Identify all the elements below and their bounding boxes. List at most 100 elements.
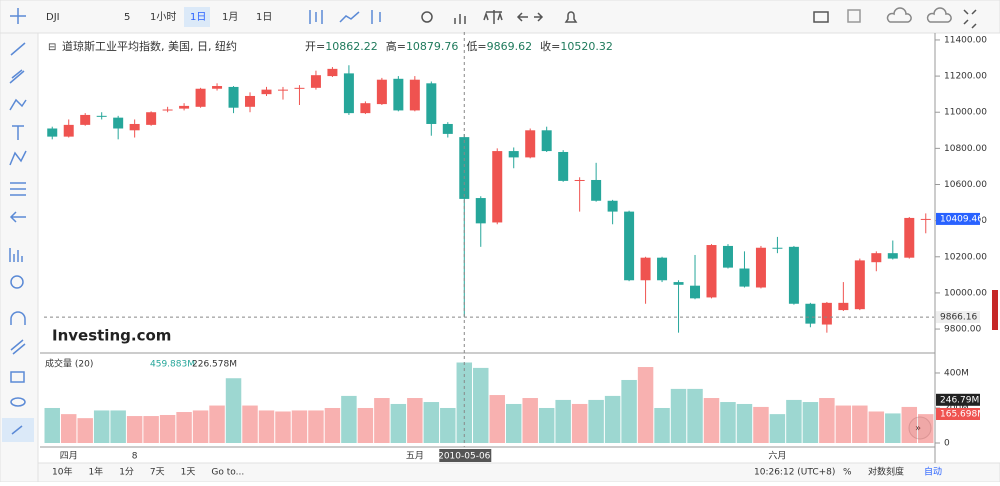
tool-measure[interactable] (9, 248, 23, 262)
tool-zoom[interactable] (10, 275, 24, 289)
scroll-arrow[interactable]: » (915, 423, 921, 434)
icon-indicator[interactable] (371, 10, 381, 24)
volume-bar (423, 402, 440, 443)
candle-body (920, 218, 931, 220)
volume-bar (60, 414, 77, 443)
icon-candles[interactable] (309, 10, 323, 24)
candle-body (739, 268, 750, 287)
volume-bar (885, 413, 901, 443)
y-tick-label: 11000.00 (944, 108, 987, 118)
active-range[interactable] (184, 7, 210, 27)
tool-channel[interactable] (9, 69, 25, 84)
candle-body (245, 95, 256, 107)
icon-alert[interactable] (564, 11, 578, 23)
candle-body (755, 247, 766, 288)
goto[interactable]: Go to... (211, 468, 244, 478)
bottom-range[interactable]: 1年 (88, 466, 103, 478)
tool-back[interactable] (9, 211, 26, 223)
tool-pencil[interactable] (10, 339, 26, 355)
legend-collapse[interactable]: ⊟ (48, 42, 56, 53)
candle-body (541, 130, 552, 152)
bottom-range[interactable]: 1天 (181, 468, 196, 478)
candle-body (821, 302, 832, 325)
price-tag-bg (936, 212, 980, 225)
range[interactable]: 1月 (222, 11, 238, 23)
range[interactable]: 1日 (190, 12, 206, 23)
tool-magnet[interactable] (10, 311, 26, 325)
log-toggle[interactable]: 对数刻度 (868, 466, 904, 478)
icon-camera[interactable] (813, 11, 829, 23)
candle-body (772, 247, 783, 249)
volume-bar (918, 414, 934, 443)
symbol[interactable]: DJI (46, 12, 60, 23)
side-handle[interactable] (992, 290, 998, 330)
price-tag: 165.698M (940, 409, 985, 419)
volume-bar (258, 410, 275, 443)
icon-studies[interactable] (454, 14, 466, 24)
volume-bar (819, 398, 835, 443)
x-highlight (439, 449, 492, 462)
y-tick-label: 11200.00 (944, 72, 987, 82)
tool-line[interactable] (10, 42, 26, 56)
candle-body (409, 79, 420, 111)
tool-pattern[interactable] (9, 150, 27, 166)
icon-cloud[interactable] (886, 7, 912, 23)
candle-body (574, 179, 585, 181)
tool-fib[interactable] (10, 182, 26, 196)
tool-eye[interactable] (10, 397, 26, 407)
volume-bar (225, 378, 242, 443)
icon-undo-redo[interactable] (516, 12, 544, 22)
range[interactable]: 1日 (256, 12, 272, 23)
interval-num[interactable]: 5 (124, 12, 130, 23)
volume-legend-value: 459.883M (150, 360, 195, 370)
icon-cloud-save[interactable] (926, 7, 952, 23)
volume-bar (489, 395, 505, 443)
volume-bar (720, 402, 736, 443)
bottom-range[interactable]: 1分 (119, 467, 134, 478)
volume-bar (308, 410, 324, 443)
candle-body (277, 89, 288, 91)
volume-bar (538, 407, 555, 443)
y-tick-label: 9800.00 (944, 325, 981, 335)
candle-body (310, 75, 321, 88)
candle-body (492, 151, 503, 223)
candle-body (788, 246, 799, 304)
volume-bar (192, 410, 209, 443)
tool-lock[interactable] (10, 371, 25, 383)
tool-crosshair[interactable] (10, 8, 26, 24)
candle-body (80, 114, 91, 125)
bottom-range[interactable]: 10年 (52, 466, 72, 478)
icon-compare[interactable] (483, 10, 503, 24)
candle-body (624, 211, 635, 281)
legend-value: 10862.22 (325, 40, 378, 53)
candle-body (212, 86, 223, 89)
price-tag-bg (936, 407, 980, 420)
tool-brush[interactable] (9, 98, 27, 111)
percent-toggle[interactable]: % (843, 468, 852, 478)
candle-body (525, 130, 536, 158)
auto-toggle[interactable]: 自动 (924, 466, 942, 478)
candle-body (904, 217, 915, 258)
candle-body (673, 282, 684, 285)
bottom-range[interactable]: 7天 (150, 468, 165, 478)
candle-body (294, 87, 305, 89)
candle-body (162, 109, 173, 111)
price-tag: 10409.46 (940, 214, 983, 224)
interval[interactable]: 1小时 (150, 11, 176, 23)
icon-color[interactable] (847, 9, 861, 23)
candle-body (657, 257, 668, 281)
price-tag-bg (936, 311, 980, 324)
tool-text[interactable] (12, 125, 24, 140)
volume-bar (802, 402, 819, 443)
left-toolbar (0, 32, 39, 483)
icon-line[interactable] (339, 11, 360, 23)
top-toolbar (0, 0, 1000, 34)
candle-body (722, 245, 733, 268)
volume-bar (621, 379, 637, 443)
price-tag: 9866.16 (940, 313, 977, 323)
scroll-button[interactable] (908, 416, 932, 440)
tool-link[interactable] (11, 425, 23, 435)
candle-body (343, 73, 354, 114)
icon-fullscreen[interactable] (963, 9, 977, 29)
icon-settings[interactable] (421, 11, 433, 23)
